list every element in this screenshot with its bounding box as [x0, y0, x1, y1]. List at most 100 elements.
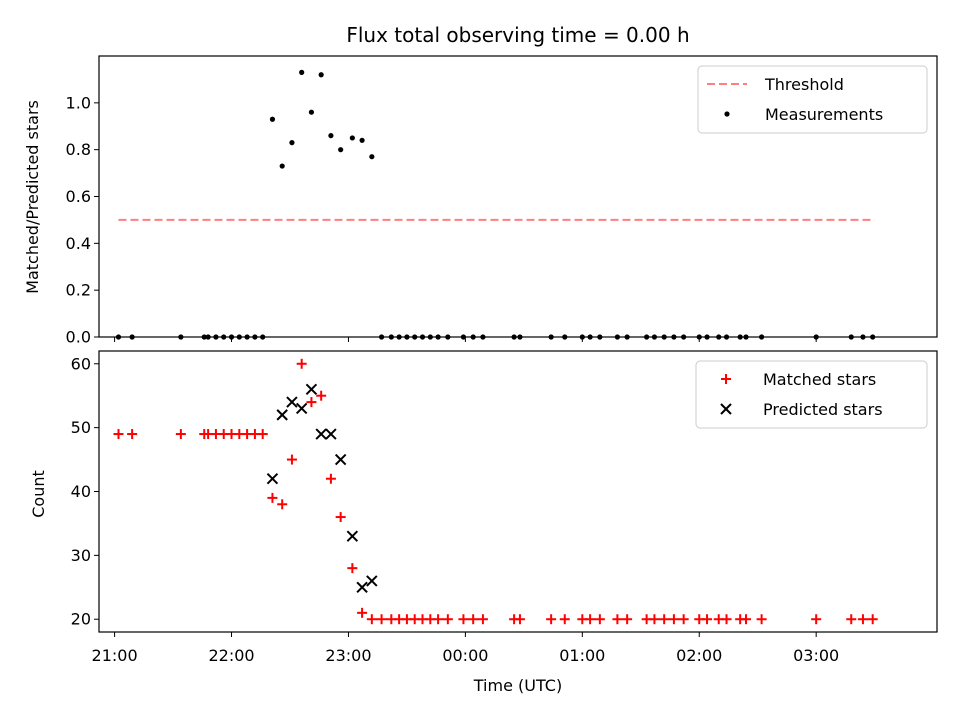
matched-star-point — [756, 614, 767, 625]
predicted-star-point — [305, 383, 318, 396]
count-points-group — [113, 358, 878, 625]
bottom-y-ticks: 20 30 40 50 60 — [71, 354, 99, 629]
bottom-y-tick-label: 40 — [71, 482, 91, 501]
matched-star-point — [335, 512, 346, 523]
matched-star-point — [357, 607, 368, 618]
top-legend: Threshold Measurements — [697, 65, 928, 134]
bottom-x-tick-label: 02:00 — [676, 646, 722, 665]
matched-star-point — [867, 614, 878, 625]
matched-star-point — [433, 614, 444, 625]
x-axis-label: Time (UTC) — [473, 676, 562, 695]
bottom-x-ticks: 21:00 22:00 23:00 00:00 01:00 02:00 03:00 — [92, 632, 839, 665]
matched-star-point — [649, 614, 660, 625]
bottom-x-tick-label: 23:00 — [325, 646, 371, 665]
top-y-tick-label: 0.8 — [66, 140, 91, 159]
measurement-point — [269, 116, 276, 122]
measurement-point — [279, 163, 285, 169]
matched-star-point — [175, 429, 186, 440]
legend-measurement-swatch — [724, 111, 730, 117]
matched-star-point — [594, 614, 605, 625]
bottom-y-tick-label: 60 — [71, 354, 91, 373]
matched-star-point — [277, 499, 288, 510]
predicted-star-point — [334, 453, 347, 466]
top-y-ticks: 0.0 0.2 0.4 0.6 0.8 1.0 — [66, 93, 99, 347]
top-axes-frame — [98, 55, 938, 338]
predicted-star-point — [356, 581, 368, 594]
bottom-y-axis-label: Count — [29, 470, 48, 518]
predicted-star-point — [315, 428, 327, 440]
matched-star-point — [127, 429, 138, 440]
matched-star-point — [668, 614, 679, 625]
measurement-point — [369, 154, 375, 160]
measurement-point — [289, 140, 295, 146]
predicted-star-point — [325, 428, 337, 440]
bottom-panel: Count Time (UTC) 20 30 40 50 60 21:00 22:00 23… — [29, 350, 938, 695]
matched-star-point — [366, 614, 377, 625]
bottom-legend-box — [695, 360, 928, 429]
predicted-star-point — [266, 473, 279, 485]
matched-star-point — [347, 563, 358, 574]
top-y-tick-label: 0.0 — [66, 328, 91, 347]
top-x-ticks — [114, 337, 817, 342]
measurement-point — [318, 72, 324, 78]
matched-star-point — [477, 614, 488, 625]
matched-star-point — [857, 614, 868, 625]
top-y-tick-label: 0.6 — [66, 187, 91, 206]
top-panel: Flux total observing time = 0.00 h Match… — [23, 23, 938, 347]
bottom-x-tick-label: 00:00 — [442, 646, 488, 665]
matched-star-point — [846, 614, 857, 625]
matched-star-point — [546, 614, 557, 625]
top-y-tick-label: 1.0 — [66, 93, 91, 112]
matched-star-point — [325, 473, 336, 484]
predicted-star-point — [366, 575, 378, 587]
measurement-point — [328, 133, 334, 139]
predicted-star-point — [276, 409, 288, 421]
top-chart-title: Flux total observing time = 0.00 h — [346, 23, 689, 47]
legend-matched-marker — [721, 374, 731, 384]
legend-matched-label: Matched stars — [763, 370, 876, 389]
legend-matched-swatch — [721, 374, 731, 384]
matched-star-point — [585, 614, 596, 625]
matched-star-point — [468, 614, 479, 625]
matched-star-point — [514, 614, 525, 625]
legend-predicted-swatch — [720, 403, 732, 415]
bottom-x-tick-label: 21:00 — [92, 646, 138, 665]
measurement-points-group — [115, 69, 876, 340]
bottom-x-tick-label: 03:00 — [793, 646, 839, 665]
bottom-y-tick-label: 30 — [71, 546, 91, 565]
matched-star-point — [267, 492, 278, 503]
legend-measurements-label: Measurements — [765, 105, 883, 124]
bottom-y-tick-label: 20 — [71, 610, 91, 629]
matched-star-point — [257, 429, 268, 440]
legend-predicted-marker — [720, 403, 732, 415]
matched-star-point — [296, 358, 307, 369]
legend-threshold-label: Threshold — [764, 75, 844, 94]
bottom-legend: Matched stars Predicted stars — [695, 360, 928, 429]
bottom-x-tick-label: 01:00 — [559, 646, 605, 665]
matched-star-point — [678, 614, 689, 625]
measurement-point — [349, 135, 355, 141]
matched-star-point — [306, 397, 317, 408]
predicted-star-point — [346, 530, 359, 542]
predicted-star-point — [286, 396, 298, 408]
matched-star-point — [702, 614, 713, 625]
measurement-point — [308, 109, 315, 115]
matched-star-point — [316, 390, 327, 401]
matched-star-point — [286, 454, 297, 465]
matched-star-point — [612, 614, 623, 625]
measurement-point — [299, 69, 305, 75]
matched-star-point — [659, 614, 670, 625]
matched-star-point — [741, 614, 752, 625]
predicted-star-point — [295, 402, 308, 415]
matched-star-point — [622, 614, 633, 625]
bottom-axes-frame — [98, 350, 938, 633]
top-legend-box — [697, 65, 928, 134]
bottom-y-tick-label: 50 — [71, 418, 91, 437]
bottom-x-tick-label: 22:00 — [208, 646, 254, 665]
top-y-tick-label: 0.4 — [66, 234, 91, 253]
matched-star-point — [113, 429, 124, 440]
top-y-axis-label: Matched/Predicted stars — [23, 100, 42, 294]
matched-star-point — [376, 614, 387, 625]
matched-star-point — [442, 614, 453, 625]
